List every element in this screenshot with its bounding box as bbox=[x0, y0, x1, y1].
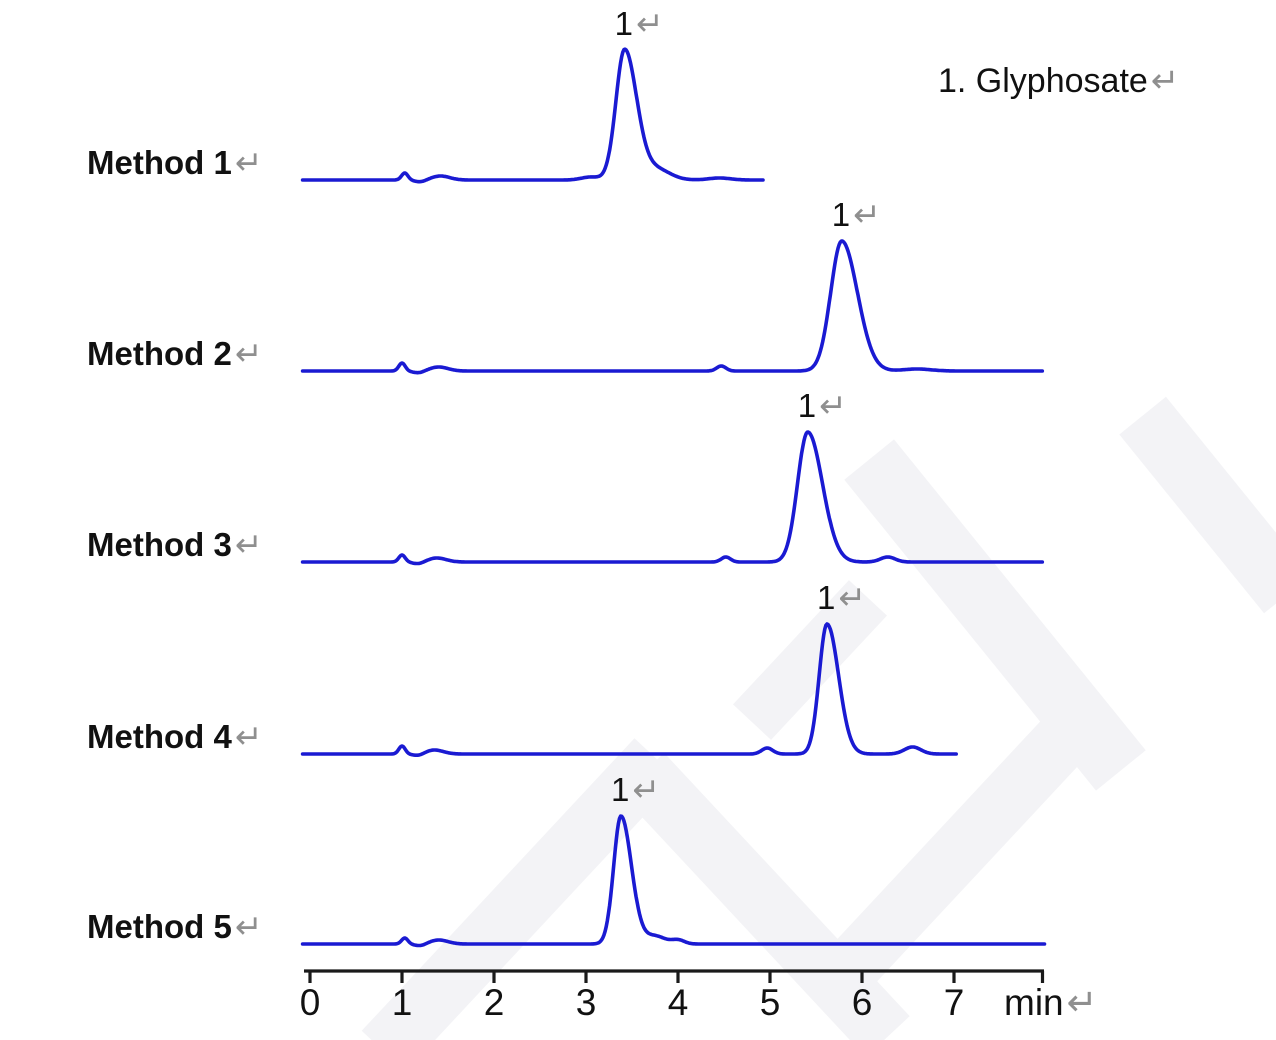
return-mark-icon: ↵ bbox=[234, 526, 263, 563]
peak-label-method-1: 1↵ bbox=[615, 7, 664, 40]
x-axis bbox=[304, 969, 1045, 983]
x-tick-label-5: 5 bbox=[759, 982, 781, 1023]
method-label-4: Method 4↵ bbox=[87, 720, 262, 753]
trace-method-1 bbox=[300, 47, 765, 184]
method-label-text: Method 4 bbox=[87, 718, 232, 755]
method-label-2: Method 2↵ bbox=[87, 337, 262, 370]
peak-number: 1 bbox=[797, 387, 817, 424]
method-label-text: Method 5 bbox=[87, 908, 232, 945]
return-mark-icon: ↵ bbox=[819, 387, 847, 424]
peak-number: 1 bbox=[817, 579, 836, 616]
return-mark-icon: ↵ bbox=[234, 908, 263, 945]
method-label-text: Method 1 bbox=[87, 144, 232, 181]
trace-method-4 bbox=[300, 622, 958, 757]
x-tick-label-0: 0 bbox=[299, 982, 321, 1023]
return-mark-icon: ↵ bbox=[838, 579, 867, 616]
peak-number: 1 bbox=[610, 771, 630, 808]
return-mark-icon: ↵ bbox=[1066, 982, 1098, 1023]
x-tick-label-4: 4 bbox=[667, 982, 689, 1023]
return-mark-icon: ↵ bbox=[234, 718, 263, 755]
method-label-text: Method 3 bbox=[87, 526, 232, 563]
legend-text: 1. Glyphosate bbox=[938, 62, 1148, 100]
x-axis-unit-text: min bbox=[1004, 982, 1064, 1023]
method-label-1: Method 1↵ bbox=[87, 146, 262, 179]
x-axis-unit: min↵ bbox=[1004, 984, 1098, 1021]
return-mark-icon: ↵ bbox=[635, 5, 664, 42]
x-tick-label-2: 2 bbox=[483, 982, 505, 1023]
trace-method-5 bbox=[300, 814, 1047, 948]
legend: 1. Glyphosate↵ bbox=[938, 64, 1179, 98]
method-label-5: Method 5↵ bbox=[87, 910, 262, 943]
trace-method-2 bbox=[300, 239, 1045, 375]
peak-number: 1 bbox=[614, 5, 633, 42]
return-mark-icon: ↵ bbox=[234, 144, 263, 181]
x-tick-label-3: 3 bbox=[575, 982, 597, 1023]
peak-label-method-3: 1↵ bbox=[798, 389, 847, 422]
return-mark-icon: ↵ bbox=[632, 771, 660, 808]
return-mark-icon: ↵ bbox=[1150, 62, 1180, 100]
peak-label-method-2: 1↵ bbox=[832, 198, 881, 231]
trace-method-3 bbox=[300, 430, 1045, 566]
peak-label-method-4: 1↵ bbox=[817, 581, 866, 614]
x-tick-label-6: 6 bbox=[851, 982, 873, 1023]
method-label-3: Method 3↵ bbox=[87, 528, 262, 561]
return-mark-icon: ↵ bbox=[234, 335, 263, 372]
peak-number: 1 bbox=[831, 196, 851, 233]
peak-label-method-5: 1↵ bbox=[611, 773, 660, 806]
x-tick-label-7: 7 bbox=[943, 982, 965, 1023]
method-label-text: Method 2 bbox=[87, 335, 232, 372]
return-mark-icon: ↵ bbox=[853, 196, 881, 233]
x-tick-label-1: 1 bbox=[391, 982, 413, 1023]
